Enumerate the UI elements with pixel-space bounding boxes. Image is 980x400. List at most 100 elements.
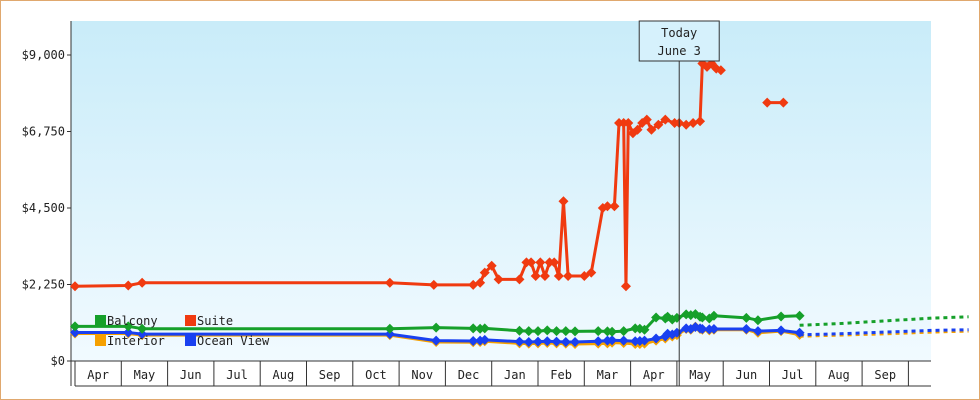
data-point-suite xyxy=(602,201,613,212)
data-point-suite xyxy=(428,279,439,290)
data-point-suite xyxy=(475,277,486,288)
legend-swatch-suite xyxy=(185,315,196,326)
data-point-ocean-view xyxy=(384,329,395,340)
data-point-balcony xyxy=(618,326,629,337)
x-tick-label: Jun xyxy=(736,368,758,382)
today-box xyxy=(638,20,720,62)
data-point-balcony xyxy=(479,323,490,334)
data-point-balcony xyxy=(607,326,618,337)
x-tick-label: Apr xyxy=(87,368,109,382)
legend: Balcony Suite Interior Ocean View xyxy=(95,314,270,348)
x-tick-label: Feb xyxy=(550,368,572,382)
data-point-suite xyxy=(563,271,574,281)
legend-label-ocean-view: Ocean View xyxy=(197,334,270,348)
x-tick-label: Aug xyxy=(273,368,295,382)
data-point-ocean-view xyxy=(618,335,629,346)
data-point-ocean-view xyxy=(752,326,763,337)
data-point-suite xyxy=(646,124,657,135)
data-point-ocean-view xyxy=(708,324,719,335)
y-tick-label: $2,250 xyxy=(22,278,65,292)
x-tick-label: Dec xyxy=(458,368,480,382)
data-point-balcony xyxy=(708,310,719,321)
data-point-suite xyxy=(549,257,560,268)
data-point-suite xyxy=(384,277,395,288)
data-point-ocean-view xyxy=(431,335,442,346)
data-point-balcony xyxy=(776,311,787,322)
data-point-balcony xyxy=(551,326,562,337)
legend-swatch-ocean-view xyxy=(185,335,196,346)
data-point-ocean-view xyxy=(542,336,553,347)
data-point-suite xyxy=(526,257,537,268)
projection-line-balcony xyxy=(799,315,969,327)
data-point-ocean-view xyxy=(560,336,571,347)
data-point-suite xyxy=(715,65,726,76)
x-tick-label: May xyxy=(134,368,156,382)
data-point-suite xyxy=(535,257,546,268)
data-point-ocean-view xyxy=(137,329,148,340)
data-point-balcony xyxy=(794,310,805,321)
data-point-balcony xyxy=(741,312,752,323)
data-point-suite xyxy=(641,114,652,125)
data-point-suite xyxy=(778,97,789,108)
data-point-suite xyxy=(493,274,504,285)
data-point-suite xyxy=(681,119,692,130)
data-point-ocean-view xyxy=(651,333,662,344)
data-point-suite xyxy=(579,271,590,281)
data-point-suite xyxy=(479,267,490,278)
data-point-suite xyxy=(70,281,80,292)
series-layer xyxy=(70,58,969,349)
data-point-ocean-view xyxy=(794,327,805,338)
data-point-ocean-view xyxy=(70,327,80,338)
y-tick-label: $0 xyxy=(51,354,65,368)
x-tick-label: Sep xyxy=(319,368,341,382)
data-point-balcony xyxy=(70,321,80,332)
data-point-balcony xyxy=(593,326,604,337)
data-point-suite xyxy=(514,274,525,285)
data-point-suite xyxy=(539,271,550,281)
data-point-suite xyxy=(586,267,597,278)
data-point-suite xyxy=(623,118,634,128)
legend-label-balcony: Balcony xyxy=(107,314,158,328)
data-point-balcony xyxy=(697,312,708,323)
y-axis: $0 $2,250 $4,500 $6,750 $9,000 xyxy=(22,21,72,386)
x-tick-label: Aug xyxy=(828,368,850,382)
data-point-ocean-view xyxy=(607,335,618,346)
y-tick-label: $9,000 xyxy=(22,48,65,62)
series-ocean-view xyxy=(70,322,969,347)
data-point-balcony xyxy=(752,315,763,326)
data-point-suite xyxy=(553,271,564,281)
projection-line-ocean-view xyxy=(799,328,969,337)
data-point-balcony xyxy=(431,322,442,333)
x-tick-label: Jun xyxy=(180,368,202,382)
x-axis: Apr May Jun Jul Aug Sep Oct Nov Dec Jan Feb Mar Apr M… xyxy=(71,360,931,387)
data-point-suite xyxy=(620,281,631,292)
x-tick-label: Apr xyxy=(643,368,665,382)
legend-label-suite: Suite xyxy=(197,314,233,328)
data-point-ocean-view xyxy=(123,327,134,338)
data-point-suite xyxy=(695,116,706,127)
data-point-balcony xyxy=(570,326,581,337)
data-point-suite xyxy=(653,119,664,130)
x-tick-label: Jul xyxy=(782,368,804,382)
legend-swatch-interior xyxy=(95,335,106,346)
today-marker: Today June 3 xyxy=(638,20,720,386)
data-point-balcony xyxy=(542,325,553,336)
data-point-balcony xyxy=(123,321,134,332)
data-point-balcony xyxy=(639,324,650,335)
data-point-suite xyxy=(137,277,148,288)
data-point-suite xyxy=(762,97,773,108)
data-point-balcony xyxy=(533,326,543,337)
data-point-balcony xyxy=(384,323,395,334)
data-point-suite xyxy=(688,118,699,128)
data-point-ocean-view xyxy=(697,324,708,335)
data-point-ocean-view xyxy=(523,336,534,347)
y-tick-label: $6,750 xyxy=(22,125,65,139)
data-point-ocean-view xyxy=(776,325,787,336)
plot-area xyxy=(71,21,931,361)
x-tick-label: Mar xyxy=(597,368,619,382)
data-point-ocean-view xyxy=(533,336,543,347)
data-point-suite xyxy=(632,124,643,135)
x-tick-label: Jul xyxy=(226,368,248,382)
x-tick-label: Nov xyxy=(411,368,433,382)
